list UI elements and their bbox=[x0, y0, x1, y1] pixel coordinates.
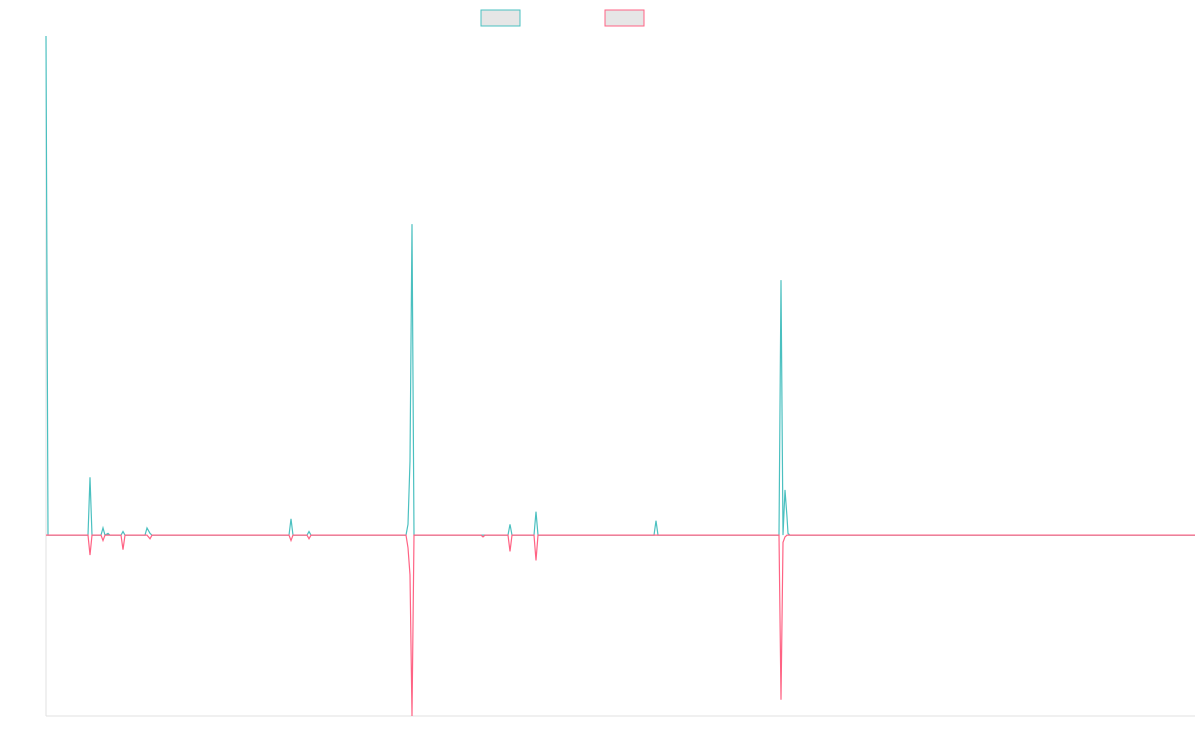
legend-swatch bbox=[480, 9, 521, 27]
line-series bbox=[46, 534, 1195, 717]
legend-swatch bbox=[604, 9, 645, 27]
line-series bbox=[45, 35, 1195, 537]
